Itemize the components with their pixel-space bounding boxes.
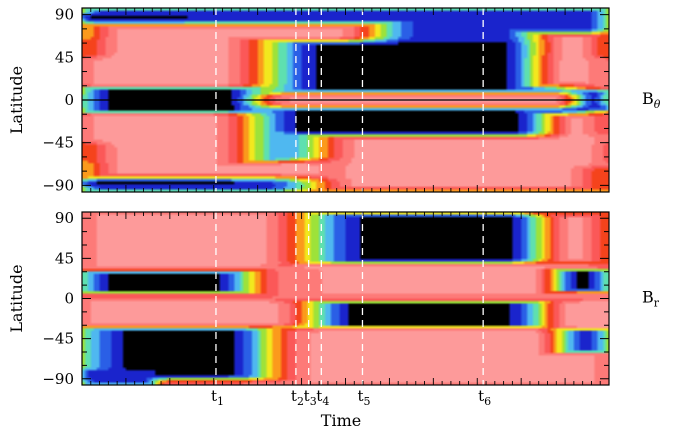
time-marker-label-2: t3 (304, 387, 317, 408)
time-marker-label-3: t4 (316, 387, 329, 408)
y-tick-label-btheta-3: −45 (42, 134, 74, 152)
y-axis-title-br: Latitude (7, 264, 26, 332)
time-marker-label-0: t1 (211, 387, 224, 408)
y-tick-label-btheta-2: 0 (64, 91, 74, 109)
y-tick-label-br-3: −45 (42, 330, 74, 348)
field-label-btheta: Bθ (642, 89, 661, 111)
heatmap-br (82, 212, 609, 385)
y-tick-label-br-2: 0 (64, 290, 74, 308)
y-tick-label-btheta-4: −90 (42, 176, 74, 194)
time-marker-labels: t1 t2 t3 t4 t5 t6 (211, 387, 491, 408)
panel-btheta: 90 45 0 −45 −90 Latitude Bθ (7, 6, 661, 195)
field-label-br: Br (642, 288, 660, 310)
time-marker-label-4: t5 (357, 387, 370, 408)
time-marker-label-1: t2 (291, 387, 304, 408)
x-axis-title: Time (321, 411, 361, 430)
y-tick-label-br-0: 90 (55, 209, 74, 227)
y-tick-label-br-1: 45 (55, 249, 74, 267)
panel-br: 90 45 0 −45 −90 Latitude Br (7, 209, 660, 388)
time-marker-label-5: t6 (478, 387, 491, 408)
panels-group: 90 45 0 −45 −90 Latitude Bθ 90 45 0 −45 −90 Latitude… (7, 6, 661, 408)
y-tick-label-btheta-0: 90 (55, 6, 74, 24)
y-tick-label-btheta-1: 45 (55, 48, 74, 66)
y-axis-title-btheta: Latitude (7, 66, 26, 134)
y-tick-label-br-4: −90 (42, 370, 74, 388)
